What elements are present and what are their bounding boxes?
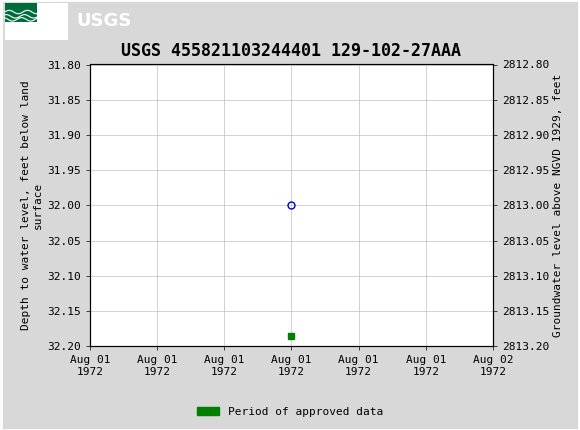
Title: USGS 455821103244401 129-102-27AAA: USGS 455821103244401 129-102-27AAA (121, 42, 462, 60)
Y-axis label: Depth to water level, feet below land
surface: Depth to water level, feet below land su… (21, 80, 43, 330)
FancyBboxPatch shape (5, 3, 68, 40)
Text: USGS: USGS (77, 12, 132, 31)
Y-axis label: Groundwater level above NGVD 1929, feet: Groundwater level above NGVD 1929, feet (553, 74, 563, 337)
FancyBboxPatch shape (5, 3, 37, 22)
Legend: Period of approved data: Period of approved data (193, 402, 387, 421)
